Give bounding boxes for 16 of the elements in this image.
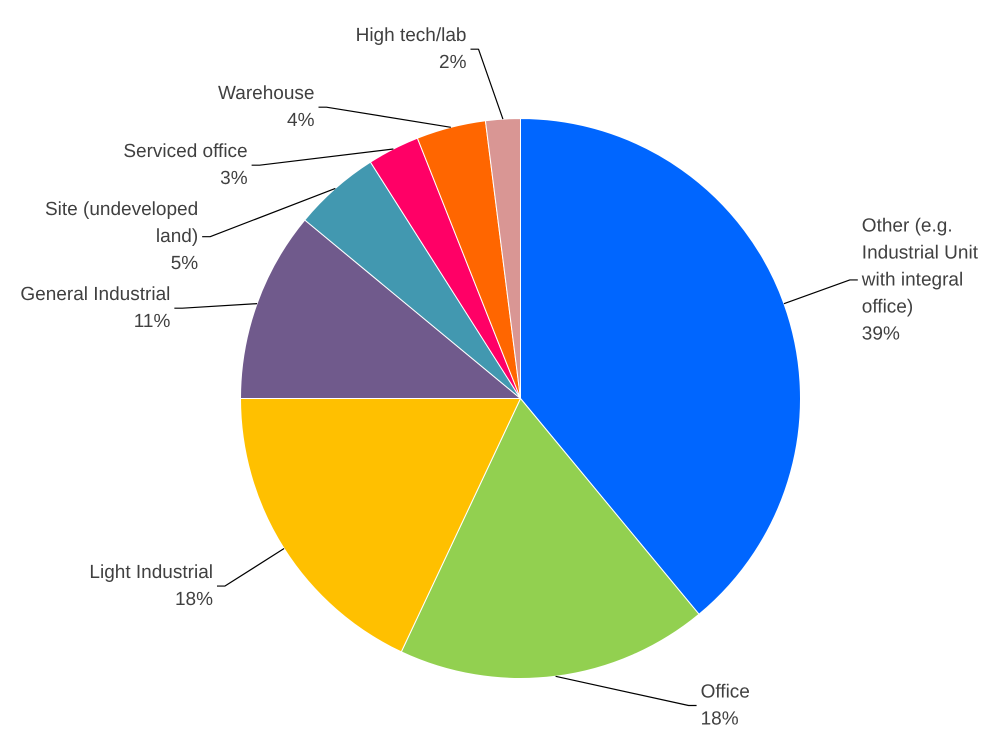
data-label: 11% [134,311,170,332]
slice-label: Other (e.g. Industrial Unit with integral office) [860,215,979,318]
slice-label: General Industrial [20,284,170,306]
data-label: 18% [174,589,214,610]
data-label: 5% [170,253,198,274]
data-label: 3% [220,168,248,190]
slice-label: High tech/lab [356,25,467,46]
slice-label: Site (undeveloped land) [44,199,198,248]
data-label: 18% [700,708,739,730]
slice-label: Serviced office [123,141,248,162]
data-label: 4% [287,110,315,132]
slice-label: Light Industrial [89,562,213,584]
data-label: 2% [439,52,467,74]
slice-label: Office [700,682,750,702]
slice-label: Warehouse [218,83,315,104]
data-label: 39% [862,323,900,344]
